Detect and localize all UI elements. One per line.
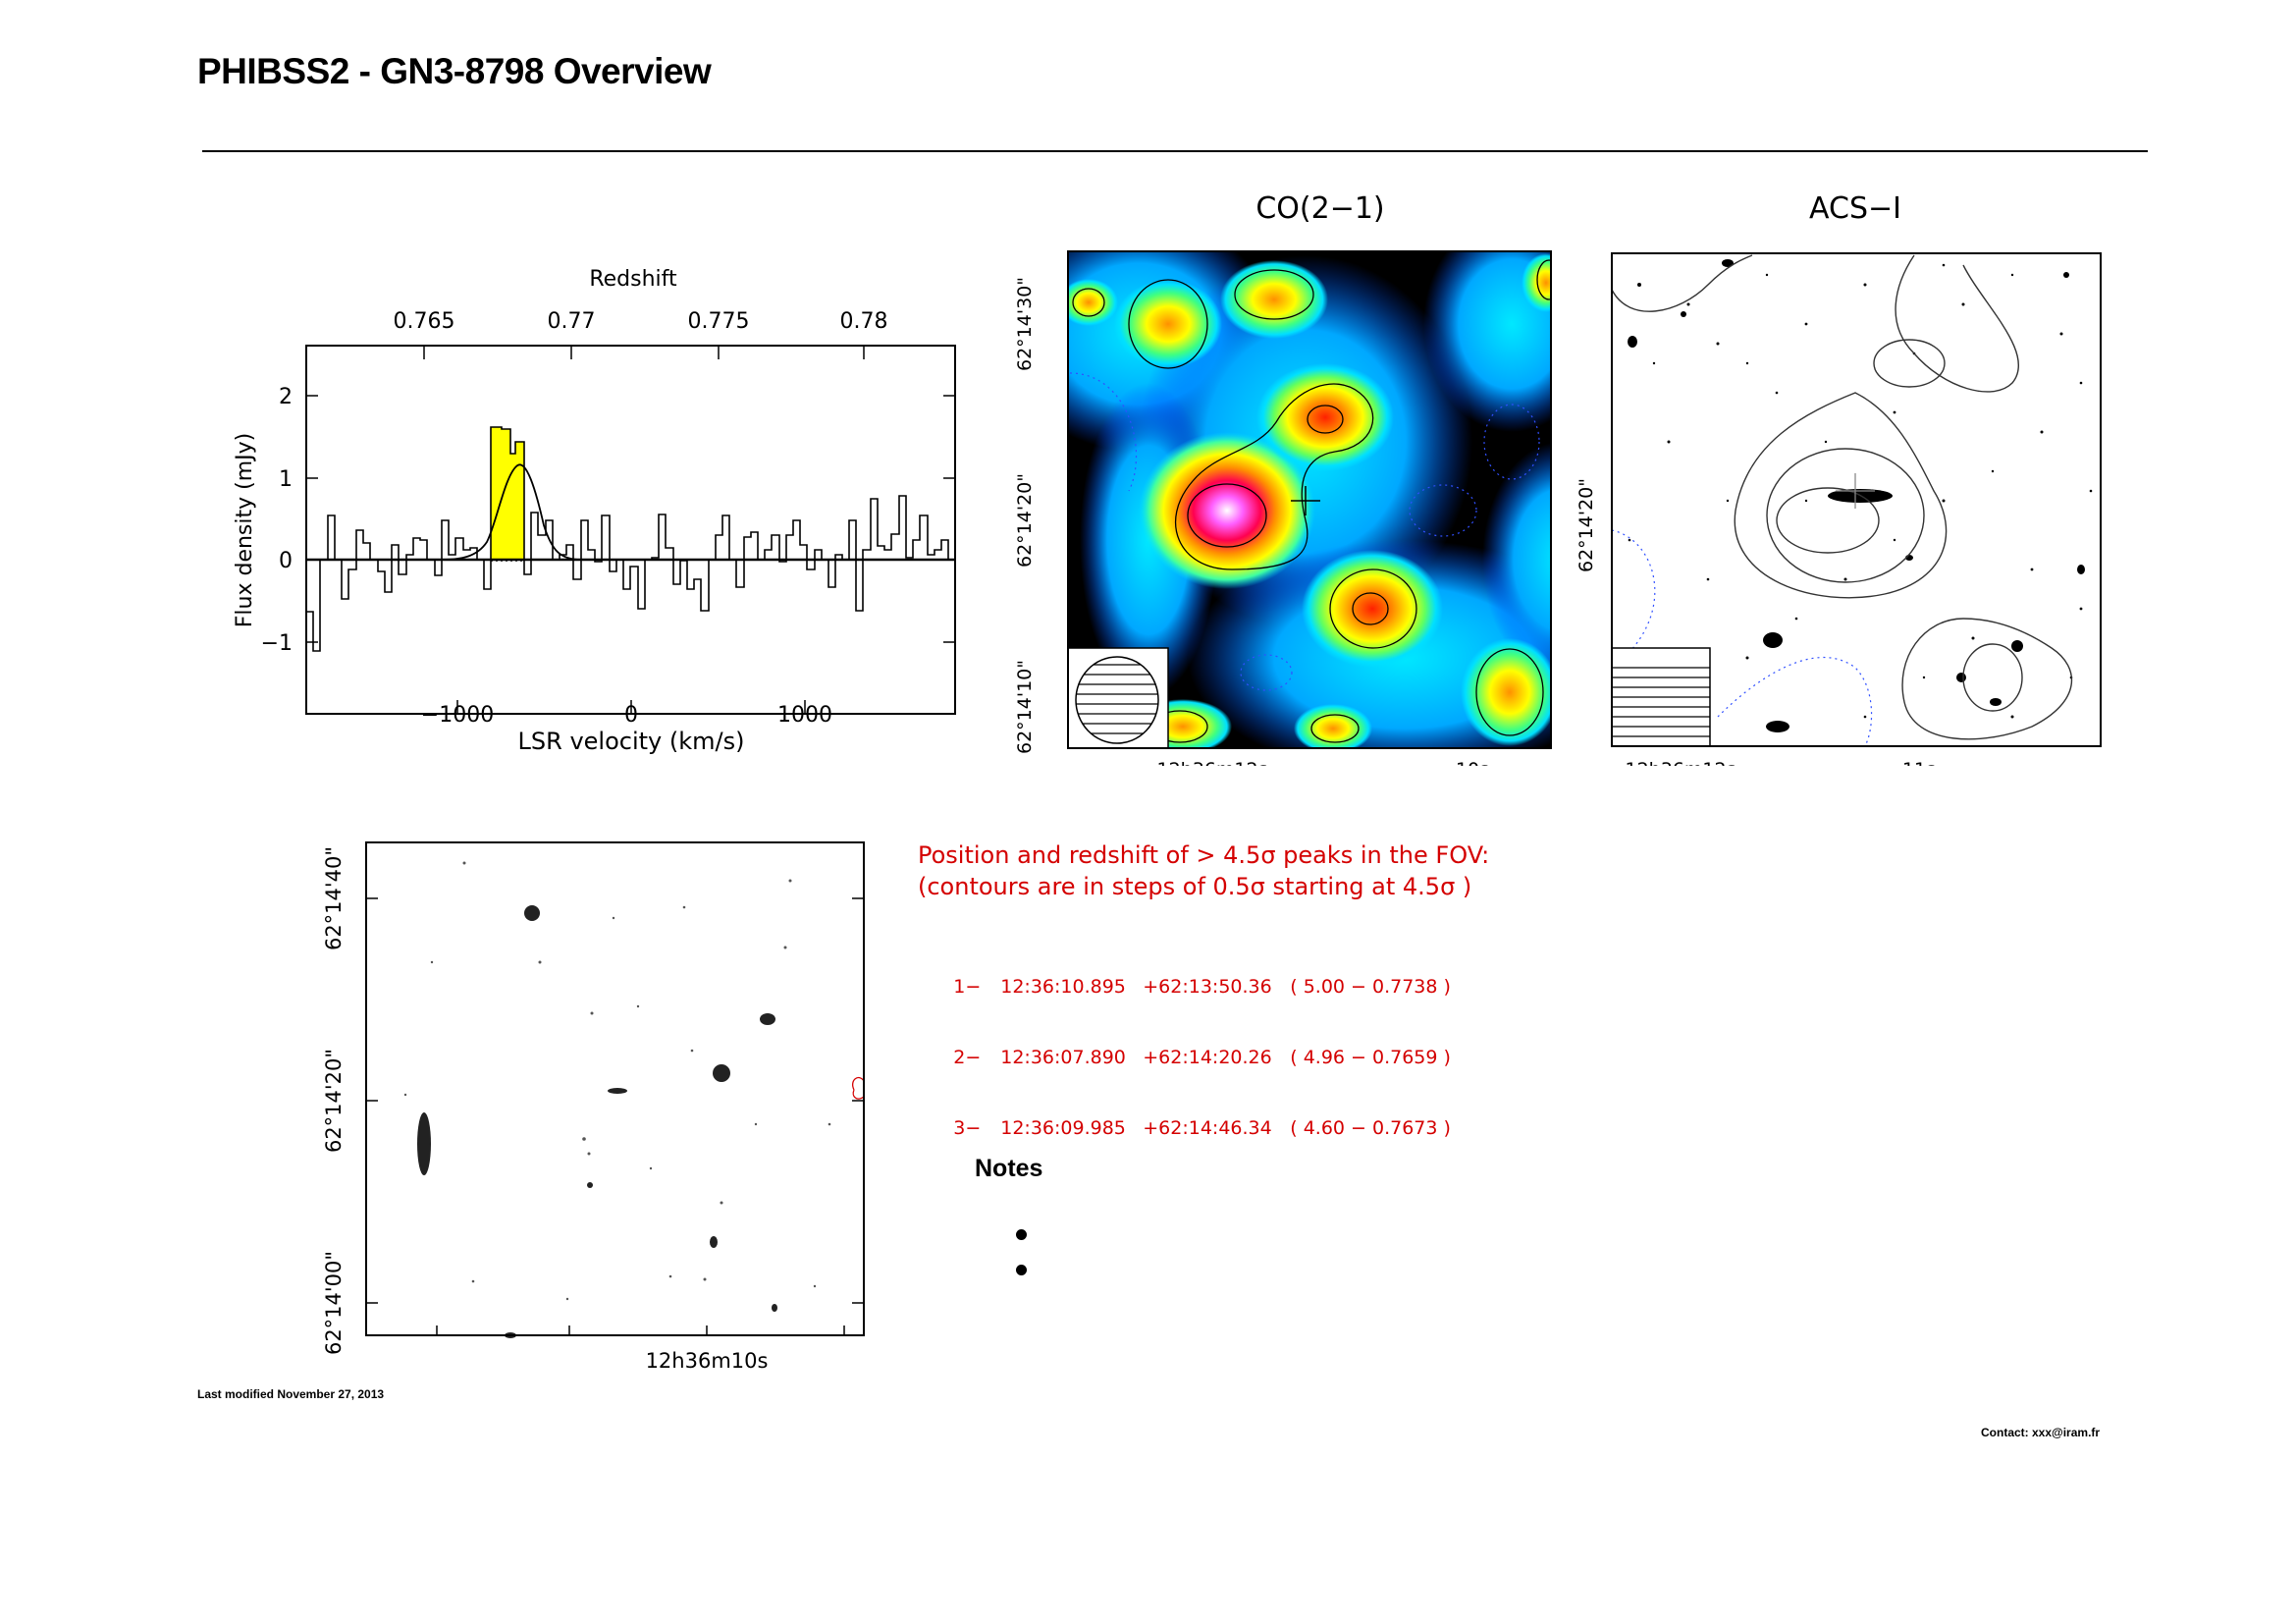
peak-list: 1− 12:36:10.895 +62:13:50.36 ( 5.00 − 0.773… (918, 951, 1489, 1163)
co-dec-tick: 62°14'30" (1014, 277, 1036, 371)
peak-snr-redshift: ( 5.00 − 0.7738 ) (1290, 976, 1451, 998)
acs-ra-tick: 12h36m12s (1626, 759, 1736, 766)
contact-email: Contact: xxx@iram.fr (1981, 1426, 2101, 1439)
co-ra-tick: 12h36m12s (1157, 759, 1268, 766)
notes-title: Notes (975, 1155, 1043, 1182)
co-map-panel: 62°14'30" 62°14'20" 62°14'10" 12h36m12s … (1014, 250, 1552, 766)
gaussian-fit (306, 463, 955, 561)
field-map-image (366, 842, 865, 1338)
peak-snr-redshift: ( 4.96 − 0.7659 ) (1290, 1047, 1451, 1068)
field-map-frame (365, 841, 865, 1336)
last-modified: Last modified November 27, 2013 (197, 1387, 385, 1401)
co-map-title: CO(2−1) (1255, 191, 1385, 226)
redshift-tick: 0.78 (840, 309, 888, 334)
peaks-header: Position and redshift of > 4.5σ peaks in… (918, 839, 1489, 902)
spectrum-panel: Redshift 0.765 0.77 0.775 0.78 2 1 0 −1 … (233, 267, 956, 755)
field-map-panel: 62°14'40" 62°14'20" 62°14'00" 12h36m10s (322, 841, 865, 1373)
spectrum-histogram (306, 426, 955, 652)
peak-ra: 12:36:10.895 (1000, 976, 1126, 998)
redshift-tick: 0.765 (394, 309, 455, 334)
spectrum-frame (305, 345, 956, 715)
page-title: PHIBSS2 - GN3-8798 Overview (197, 51, 712, 91)
velocity-tick: 1000 (777, 703, 832, 728)
peak-index: 2− (953, 1047, 982, 1068)
x-axis-label: LSR velocity (km/s) (518, 728, 745, 755)
field-ra-tick: 12h36m10s (646, 1349, 769, 1373)
flux-tick: 1 (279, 467, 293, 492)
acs-dec-tick: 62°14'20" (1575, 478, 1597, 572)
co-dec-tick: 62°14'20" (1014, 473, 1036, 568)
notes-bullet (1016, 1229, 1027, 1240)
peak-index: 1− (953, 976, 982, 998)
co-dec-tick: 62°14'10" (1014, 660, 1036, 754)
peak-ra: 12:36:07.890 (1000, 1047, 1126, 1068)
field-dec-tick: 62°14'40" (322, 846, 346, 950)
flux-tick: 0 (279, 549, 293, 573)
notes-bullet (1016, 1265, 1027, 1275)
acs-map-title: ACS−I (1809, 191, 1901, 226)
redshift-axis-title: Redshift (589, 267, 677, 292)
acs-map-image (1611, 253, 2101, 747)
co-map-image (1068, 251, 1551, 748)
y-axis-label: Flux density (mJy) (233, 433, 257, 627)
peak-dec: +62:14:20.26 (1143, 1047, 1272, 1068)
field-dec-tick: 62°14'20" (322, 1049, 346, 1153)
peak-dec: +62:13:50.36 (1143, 976, 1272, 998)
flux-tick: 2 (279, 385, 293, 409)
redshift-tick: 0.775 (688, 309, 750, 334)
co-map-frame (1067, 250, 1552, 749)
spectrum-plot-area (305, 345, 956, 715)
peak-row: 3− 12:36:09.985 +62:14:46.34 ( 4.60 − 0.767… (918, 1093, 1489, 1163)
peak-snr-redshift: ( 4.60 − 0.7673 ) (1290, 1117, 1451, 1139)
peak-index: 3− (953, 1117, 982, 1139)
velocity-tick: −1000 (421, 703, 494, 728)
peak-dec: +62:14:46.34 (1143, 1117, 1272, 1139)
acs-map-frame (1611, 252, 2102, 747)
peaks-header-line: Position and redshift of > 4.5σ peaks in… (918, 841, 1490, 869)
peak-row: 2− 12:36:07.890 +62:14:20.26 ( 4.96 − 0.765… (918, 1022, 1489, 1093)
velocity-tick: 0 (624, 703, 638, 728)
co-ra-tick: 10s (1456, 759, 1489, 766)
redshift-tick: 0.77 (548, 309, 596, 334)
flux-tick: −1 (261, 631, 293, 656)
line-highlight (491, 427, 524, 560)
title-divider (202, 150, 2148, 152)
acs-map-panel: 62°14'20" 12h36m12s 11s (1575, 252, 2102, 766)
peak-ra: 12:36:09.985 (1000, 1117, 1126, 1139)
peak-contour (852, 1076, 865, 1100)
field-dec-tick: 62°14'00" (322, 1251, 346, 1355)
peaks-header-line: (contours are in steps of 0.5σ starting … (918, 873, 1472, 900)
acs-ra-tick: 11s (1902, 759, 1936, 766)
peak-row: 1− 12:36:10.895 +62:13:50.36 ( 5.00 − 0.773… (918, 951, 1489, 1022)
peaks-info: Position and redshift of > 4.5σ peaks in… (918, 839, 1489, 1163)
